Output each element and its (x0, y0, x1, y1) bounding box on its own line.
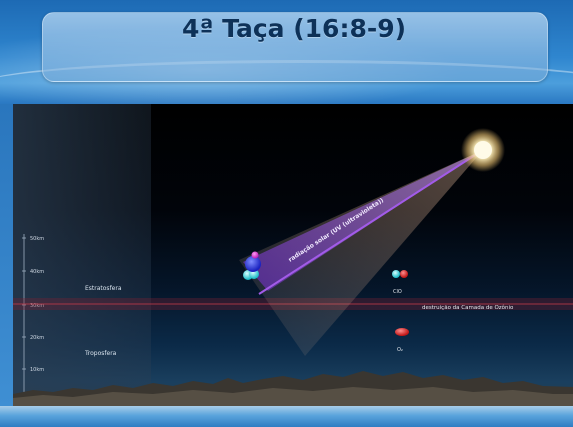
slide-title: 4ª Taça (16:8-9) (181, 14, 407, 43)
title-box (42, 12, 548, 82)
clo-atom-o (400, 270, 408, 278)
sun-icon (474, 141, 492, 159)
uv-beam (243, 150, 483, 291)
uv-ray-line (258, 149, 484, 295)
ozone-diagram-svg: 50km 40km 30km 20km 10km 0km Estratosfer… (13, 104, 573, 406)
cfc-atom-3 (245, 256, 261, 272)
clo-atom-cl (392, 270, 400, 278)
cfc-molecule-icon (243, 251, 261, 280)
altitude-panel (13, 104, 151, 406)
scale-label-30km: 30km (30, 303, 44, 309)
left-strip (0, 104, 13, 406)
bottom-band (0, 406, 573, 427)
o2-molecule-body (395, 328, 409, 336)
light-cone (239, 150, 483, 356)
scale-label-20km: 20km (30, 335, 44, 341)
ozone-destruction-label: destruição da Camada de Ozônio (422, 304, 514, 311)
o2-molecule-icon (395, 328, 409, 336)
ozone-diagram: 50km 40km 30km 20km 10km 0km Estratosfer… (13, 104, 573, 406)
cfc-atom-4 (251, 251, 259, 259)
o2-label: O₂ (397, 347, 403, 353)
clo-label: ClO (393, 289, 402, 295)
stratosphere-label: Estratosfera (85, 285, 122, 292)
foreground-terrain (13, 387, 573, 406)
scale-label-10km: 10km (30, 367, 44, 373)
scale-label-50km: 50km (30, 236, 44, 242)
clo-molecule-icon (392, 270, 408, 278)
scale-label-40km: 40km (30, 269, 44, 275)
troposphere-label: Troposfera (84, 350, 117, 357)
